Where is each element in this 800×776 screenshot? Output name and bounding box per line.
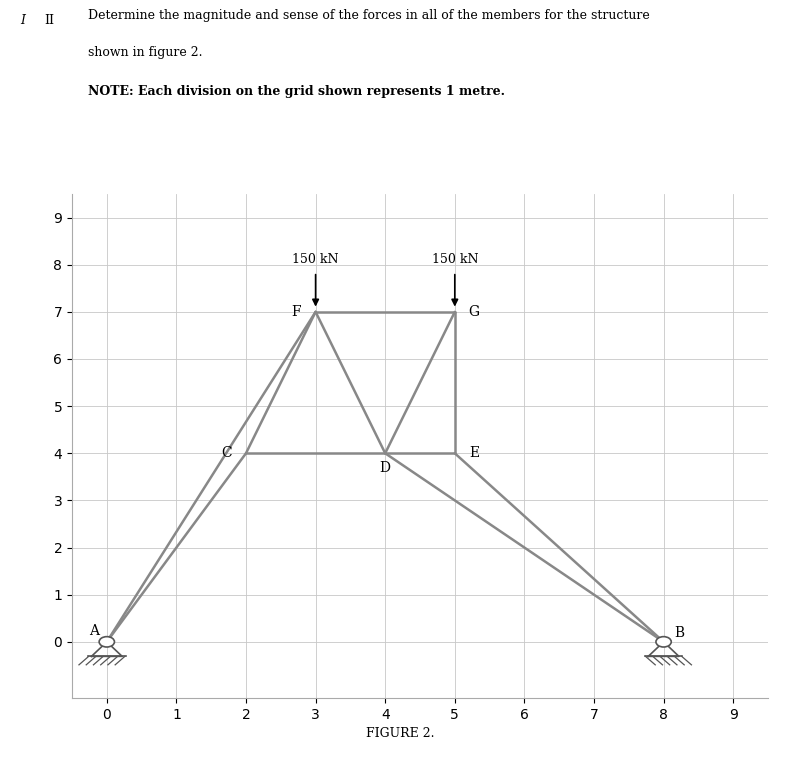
Circle shape [656, 636, 671, 647]
Text: D: D [380, 462, 390, 476]
Text: A: A [90, 625, 99, 639]
Text: E: E [470, 446, 479, 460]
Text: II: II [44, 14, 54, 26]
Text: 150 kN: 150 kN [431, 253, 478, 266]
Text: FIGURE 2.: FIGURE 2. [366, 727, 434, 740]
Text: B: B [674, 626, 684, 640]
Text: G: G [469, 305, 480, 319]
Circle shape [99, 636, 114, 647]
Text: 150 kN: 150 kN [292, 253, 339, 266]
Text: F: F [291, 305, 301, 319]
Text: C: C [221, 446, 232, 460]
Text: NOTE: Each division on the grid shown represents 1 metre.: NOTE: Each division on the grid shown re… [88, 85, 505, 99]
Text: Determine the magnitude and sense of the forces in all of the members for the st: Determine the magnitude and sense of the… [88, 9, 650, 22]
Text: shown in figure 2.: shown in figure 2. [88, 46, 202, 59]
Text: I: I [20, 14, 25, 26]
